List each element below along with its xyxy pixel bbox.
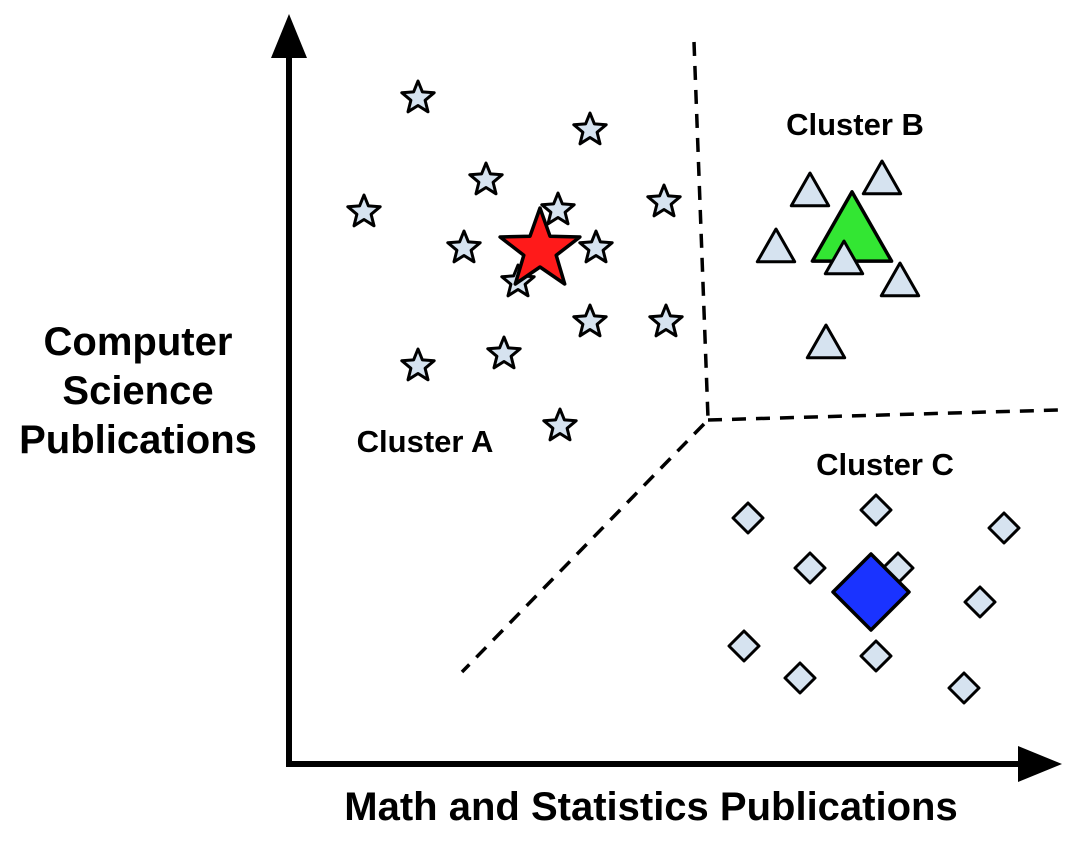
cluster-a-point-12 [486, 335, 522, 370]
cluster-a-point-1 [400, 79, 436, 114]
axes [271, 14, 1062, 782]
cluster-a-label: Cluster A [357, 424, 494, 459]
cluster-b-point-6 [805, 323, 847, 360]
cluster-a-point-8 [578, 229, 614, 264]
cluster-a-point-5 [540, 191, 576, 226]
y-axis-label: Computer Science Publications [19, 320, 257, 462]
boundary-line-right [707, 408, 1059, 422]
cluster-boundaries [460, 41, 1059, 674]
y-axis-label-line-1: Computer [44, 320, 233, 364]
x-axis-arrowhead [1018, 746, 1062, 782]
cluster-a-point-13 [400, 347, 436, 382]
cluster-c-points [727, 493, 1021, 705]
cluster-c-point-7 [727, 629, 761, 663]
boundary-line-upper [692, 41, 710, 419]
cluster-c-point-4 [793, 551, 827, 585]
cluster-a-centroid [498, 206, 582, 286]
cluster-b-label: Cluster B [786, 107, 924, 142]
cluster-c-point-3 [987, 511, 1021, 545]
cluster-b-point-3 [755, 227, 797, 264]
cluster-c-label: Cluster C [816, 447, 954, 482]
cluster-b-point-4 [823, 239, 865, 276]
cluster-c-point-2 [859, 493, 893, 527]
cluster-c-point-9 [783, 661, 817, 695]
cluster-a-point-3 [468, 161, 504, 196]
cluster-c-point-10 [947, 671, 981, 705]
cluster-b-point-2 [861, 159, 903, 196]
cluster-a-point-2 [572, 111, 608, 146]
cluster-b-points [755, 159, 921, 360]
cluster-c-point-1 [731, 501, 765, 535]
x-axis-label: Math and Statistics Publications [344, 785, 957, 829]
cluster-a-point-10 [572, 303, 608, 338]
cluster-a-point-7 [446, 229, 482, 264]
y-axis-label-line-3: Publications [19, 418, 257, 462]
cluster-b-point-1 [789, 171, 831, 208]
cluster-c-point-6 [963, 585, 997, 619]
cluster-a-point-4 [346, 193, 382, 228]
y-axis-arrowhead [271, 14, 307, 58]
cluster-a-point-11 [648, 303, 684, 338]
cluster-c-centroid [831, 552, 911, 632]
cluster-a-point-6 [646, 183, 682, 218]
cluster-c-point-8 [859, 639, 893, 673]
cluster-a-point-14 [542, 407, 578, 442]
cluster-b-point-5 [879, 261, 921, 298]
cluster-a-points [346, 79, 684, 442]
boundary-line-lower [460, 422, 706, 674]
y-axis-label-line-2: Science [62, 369, 213, 413]
